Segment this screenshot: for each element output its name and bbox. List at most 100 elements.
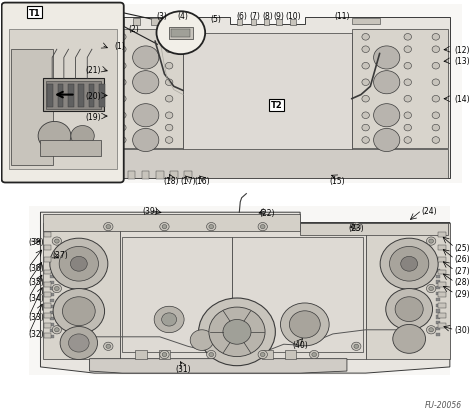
Circle shape	[429, 287, 434, 291]
Bar	[50, 299, 54, 302]
Bar	[44, 323, 51, 328]
Circle shape	[63, 297, 95, 326]
Bar	[47, 85, 53, 108]
Bar	[44, 270, 51, 275]
Circle shape	[156, 12, 205, 55]
Circle shape	[362, 63, 369, 70]
Bar	[128, 171, 136, 180]
Bar	[300, 223, 447, 235]
Circle shape	[118, 63, 126, 70]
Bar	[436, 275, 439, 278]
Circle shape	[38, 122, 71, 151]
Bar	[50, 317, 54, 320]
Circle shape	[310, 351, 319, 359]
Bar	[436, 292, 439, 296]
Text: (18): (18)	[164, 176, 179, 185]
Circle shape	[362, 47, 369, 53]
Circle shape	[118, 138, 126, 144]
Circle shape	[162, 225, 167, 229]
Text: (3): (3)	[157, 12, 167, 21]
Circle shape	[154, 306, 184, 333]
Circle shape	[60, 327, 98, 360]
Circle shape	[432, 138, 439, 144]
Circle shape	[352, 342, 361, 351]
Bar	[120, 223, 365, 359]
Text: (16): (16)	[194, 176, 210, 185]
Bar	[436, 327, 439, 330]
Bar	[50, 329, 54, 332]
Circle shape	[104, 223, 113, 231]
Bar	[264, 20, 269, 26]
Bar	[183, 33, 352, 153]
Bar	[50, 275, 54, 278]
Circle shape	[404, 138, 411, 144]
Bar	[438, 233, 446, 238]
Bar	[151, 19, 159, 26]
Bar	[89, 85, 94, 108]
Bar	[29, 206, 450, 375]
Bar	[172, 30, 190, 38]
Circle shape	[165, 63, 173, 70]
Circle shape	[432, 80, 439, 86]
Text: (31): (31)	[175, 365, 191, 374]
Circle shape	[427, 326, 436, 334]
Circle shape	[362, 96, 369, 103]
Bar	[44, 303, 51, 308]
Circle shape	[281, 303, 329, 346]
Text: T1: T1	[28, 9, 40, 17]
Bar	[43, 79, 104, 112]
Text: (13): (13)	[455, 57, 470, 66]
Circle shape	[118, 34, 126, 41]
Circle shape	[165, 125, 173, 132]
Circle shape	[362, 125, 369, 132]
Text: (33): (33)	[29, 312, 45, 321]
Circle shape	[104, 342, 113, 351]
Circle shape	[429, 328, 434, 332]
Bar	[436, 316, 439, 319]
Circle shape	[404, 113, 411, 119]
Text: (34): (34)	[29, 293, 45, 302]
Text: (37): (37)	[52, 251, 68, 259]
Text: (21): (21)	[86, 65, 101, 74]
Circle shape	[52, 237, 62, 246]
Text: (25): (25)	[455, 243, 470, 252]
Bar	[436, 310, 439, 313]
Text: (4): (4)	[178, 12, 189, 21]
Circle shape	[165, 47, 173, 53]
Circle shape	[258, 351, 267, 359]
Circle shape	[133, 129, 159, 152]
Circle shape	[354, 225, 359, 229]
Bar	[50, 269, 54, 272]
Circle shape	[432, 47, 439, 53]
Text: (7): (7)	[249, 12, 260, 21]
Circle shape	[432, 96, 439, 103]
Bar	[290, 20, 296, 26]
Text: (24): (24)	[422, 206, 438, 215]
Circle shape	[393, 325, 426, 354]
Text: (14): (14)	[455, 95, 470, 104]
Polygon shape	[40, 213, 450, 373]
Text: (1): (1)	[114, 41, 125, 50]
Circle shape	[223, 320, 251, 344]
Circle shape	[427, 285, 436, 293]
Circle shape	[162, 353, 167, 357]
Bar	[436, 304, 439, 307]
Text: FU-20056: FU-20056	[424, 400, 462, 409]
Circle shape	[352, 223, 361, 231]
Bar	[159, 351, 170, 359]
Circle shape	[404, 63, 411, 70]
Polygon shape	[43, 223, 120, 359]
Circle shape	[362, 113, 369, 119]
Text: (22): (22)	[260, 208, 275, 217]
Bar	[50, 293, 54, 296]
Circle shape	[52, 326, 62, 334]
Circle shape	[133, 47, 159, 70]
Circle shape	[290, 311, 320, 338]
Circle shape	[374, 71, 400, 95]
Bar	[44, 233, 51, 238]
Bar	[58, 85, 64, 108]
Circle shape	[118, 125, 126, 132]
Circle shape	[106, 344, 110, 349]
FancyBboxPatch shape	[1, 4, 124, 183]
Bar	[116, 19, 124, 26]
